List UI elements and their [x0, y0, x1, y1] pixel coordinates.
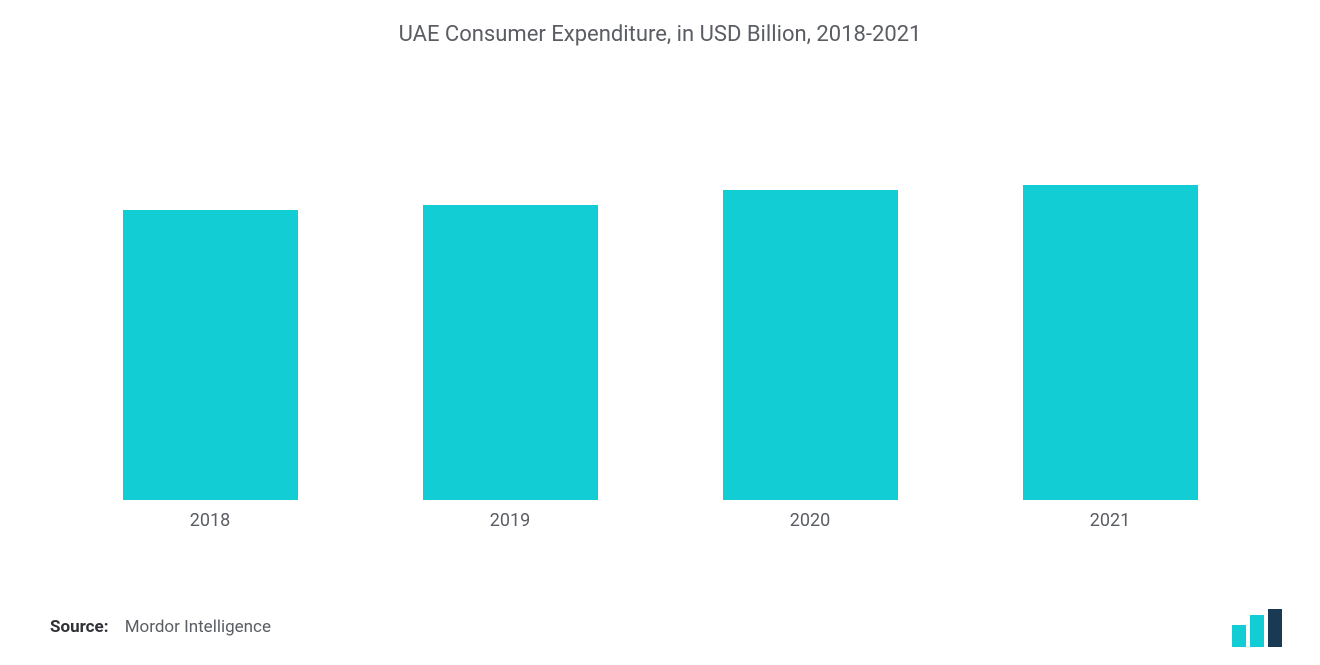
x-axis-label: 2019: [360, 510, 660, 531]
x-axis-label: 2021: [960, 510, 1260, 531]
bar-2019: [423, 205, 598, 500]
chart-plot-area: [60, 70, 1260, 500]
source-attribution: Source: Mordor Intelligence: [50, 617, 271, 637]
x-axis-label: 2020: [660, 510, 960, 531]
x-axis-label: 2018: [60, 510, 360, 531]
bar-2021: [1023, 185, 1198, 500]
bar-slot: [660, 70, 960, 500]
bar-slot: [360, 70, 660, 500]
bar-slot: [60, 70, 360, 500]
bar-2020: [723, 190, 898, 500]
source-value: Mordor Intelligence: [125, 617, 271, 637]
source-label: Source:: [50, 617, 108, 637]
bar-2018: [123, 210, 298, 500]
chart-title: UAE Consumer Expenditure, in USD Billion…: [0, 22, 1320, 47]
mordor-logo-icon: [1230, 609, 1288, 647]
x-axis: 2018 2019 2020 2021: [60, 510, 1260, 531]
bar-slot: [960, 70, 1260, 500]
